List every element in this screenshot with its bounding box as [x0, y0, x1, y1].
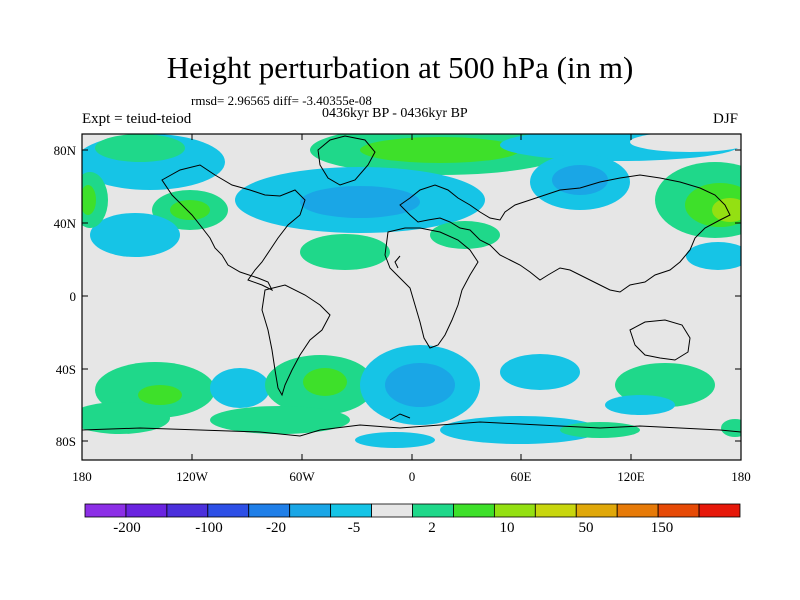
period-label: 0436kyr BP - 0436kyr BP: [322, 106, 468, 121]
lon-label-120w: 120W: [176, 469, 208, 484]
plot-title: Height perturbation at 500 hPa (in m): [166, 50, 634, 85]
colorbar-label: 50: [578, 520, 594, 536]
colorbar-label: 150: [650, 520, 674, 536]
colorbar-label: -100: [195, 520, 223, 536]
colorbar-label: -5: [347, 520, 361, 536]
colorbar-label: 2: [428, 520, 436, 536]
axis-ticks: [81, 134, 742, 460]
lat-label-0: 0: [69, 289, 77, 304]
season-label: DJF: [713, 111, 739, 127]
colorbar-label: 10: [499, 520, 515, 536]
lon-label-180w: 180: [72, 469, 92, 484]
colorbar-swatch: [289, 503, 332, 518]
colorbar-swatch: [453, 503, 495, 518]
lon-label-180e: 180: [731, 469, 751, 484]
colorbar-swatch: [125, 503, 168, 518]
lon-label-0: 0: [408, 469, 416, 484]
coastlines: [82, 135, 741, 437]
colorbar-label: -20: [266, 520, 286, 536]
colorbar-swatch: [412, 503, 454, 518]
colorbar-swatch: [493, 503, 536, 518]
experiment-label: Expt = teiud-teiod: [82, 111, 192, 127]
contour-fields: [82, 134, 741, 448]
lon-label-120e: 120E: [617, 469, 645, 484]
colorbar-swatch: [248, 503, 291, 518]
colorbar-swatch: [166, 503, 209, 518]
stats-line: rmsd= 2.96565 diff= -3.40355e-08: [191, 93, 372, 108]
lon-label-60e: 60E: [510, 469, 532, 484]
lon-label-60w: 60W: [289, 469, 315, 484]
colorbar-swatch: [534, 503, 577, 518]
colorbar-swatch: [371, 503, 413, 518]
lat-label-80n: 80N: [53, 143, 76, 158]
colorbar-swatch: [330, 503, 372, 518]
colorbar-swatch: [616, 503, 659, 518]
colorbar-label: -200: [113, 520, 141, 536]
lat-label-40s: 40S: [55, 362, 76, 377]
colorbar-swatch: [84, 503, 127, 518]
colorbar-swatch: [657, 503, 700, 518]
colorbar-swatch: [575, 503, 618, 518]
lat-label-40n: 40N: [53, 216, 76, 231]
colorbar-swatch: [207, 503, 250, 518]
lat-label-80s: 80S: [55, 434, 76, 449]
colorbar-swatch: [698, 503, 741, 518]
